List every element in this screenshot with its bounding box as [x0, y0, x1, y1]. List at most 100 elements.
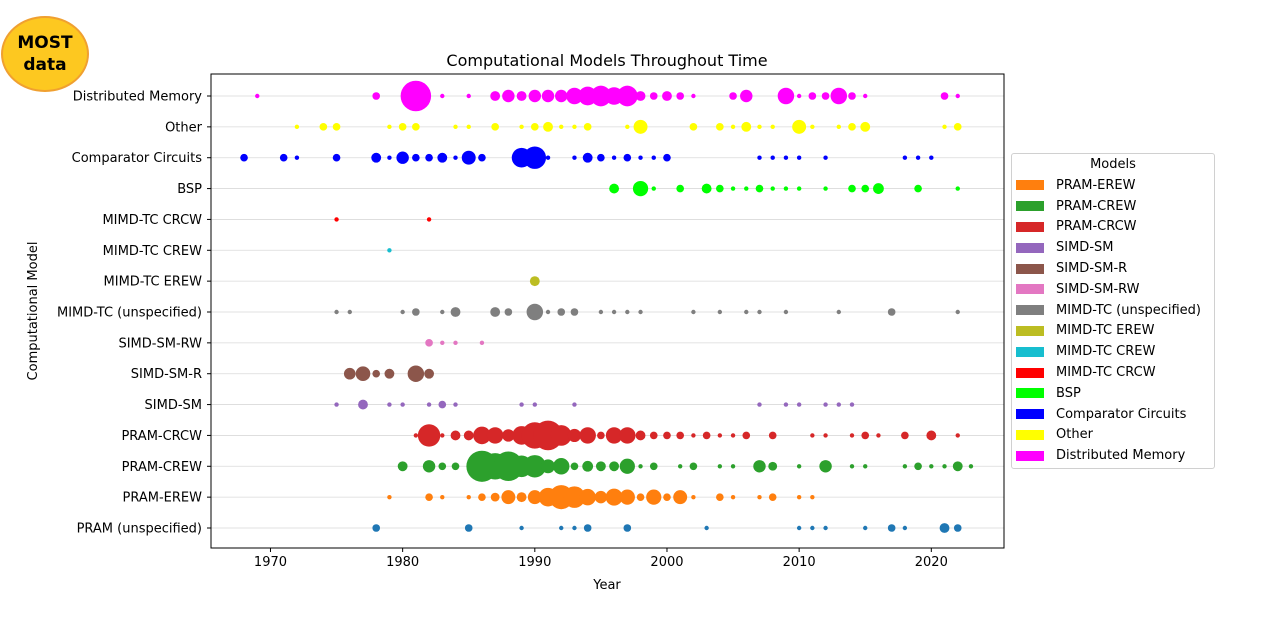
point-other-1974	[319, 123, 328, 131]
y-axis-ticks: PRAM (unspecified) PRAM-EREW PRAM-CREW PRAM…	[57, 90, 211, 537]
legend-label: PRAM-CREW	[1056, 198, 1137, 214]
point-comparator-circuits-1983	[437, 152, 448, 163]
legend-item-other: Other	[1012, 425, 1214, 446]
point-pram-erew-1985	[466, 494, 471, 500]
legend-item-comparator-circuits: Comparator Circuits	[1012, 404, 1214, 425]
point-mimd-tc-unspecified-2022	[955, 309, 960, 315]
point-bsp-2004	[716, 184, 724, 193]
point-other-2006	[741, 121, 752, 132]
point-mimd-tc-unspecified-1980	[400, 309, 405, 315]
point-simd-sm-1984	[453, 402, 458, 407]
legend-swatch	[1016, 367, 1044, 378]
point-pram-crcw-1987	[486, 427, 504, 444]
point-other-1975	[332, 123, 341, 131]
point-simd-sm-r-1979	[384, 368, 395, 379]
point-comparator-circuits-1980	[396, 151, 409, 164]
point-simd-sm-2012	[823, 402, 828, 407]
point-distributed-memory-2010	[796, 93, 802, 99]
y-tick-label-pram-crew: PRAM-CREW	[122, 460, 202, 475]
point-comparator-circuits-1995	[597, 153, 605, 162]
point-mimd-tc-erew-1990	[529, 276, 540, 287]
legend-label: Other	[1056, 427, 1093, 443]
point-pram-erew-2010	[796, 494, 802, 500]
y-tick-label-simd-sm: SIMD-SM	[145, 398, 202, 413]
plot-frame	[210, 73, 1005, 549]
point-simd-sm-1983	[438, 400, 447, 409]
point-distributed-memory-1989	[516, 91, 527, 101]
legend-label: MIMD-TC CRCW	[1056, 365, 1156, 381]
point-pram-unspecified-2021	[939, 523, 950, 533]
point-pram-erew-1996	[605, 488, 623, 506]
point-pram-unspecified-1993	[572, 525, 577, 531]
point-simd-sm-rw-1986	[479, 340, 485, 346]
point-pram-crcw-2005	[730, 433, 736, 438]
x-tick-label-2020: 2020	[915, 555, 948, 570]
point-comparator-circuits-1968	[240, 153, 248, 162]
point-pram-crew-2001	[677, 464, 683, 469]
point-distributed-memory-2015	[863, 93, 868, 99]
x-axis-label: Year	[592, 578, 621, 593]
point-bsp-2012	[823, 186, 828, 191]
point-pram-unspecified-2017	[887, 524, 896, 532]
y-tick-label-simd-sm-r: SIMD-SM-R	[131, 367, 202, 382]
point-pram-crew-1990	[523, 455, 547, 478]
point-simd-sm-1993	[572, 402, 577, 407]
point-pram-crew-1982	[422, 460, 436, 473]
point-bsp-2019	[914, 184, 922, 193]
point-comparator-circuits-2010	[796, 155, 802, 160]
point-simd-sm-1980	[400, 402, 405, 407]
point-comparator-circuits-2018	[902, 155, 908, 160]
point-pram-crew-2021	[942, 464, 947, 469]
point-comparator-circuits-1993	[572, 155, 577, 160]
legend-item-bsp: BSP	[1012, 383, 1214, 404]
point-pram-crew-2023	[968, 464, 974, 469]
legend-swatch	[1016, 325, 1044, 336]
point-other-2015	[860, 121, 871, 132]
most-data-logo-badge: MOST data	[1, 16, 89, 92]
y-tick-label-mimd-tc-crcw: MIMD-TC CRCW	[102, 213, 202, 228]
point-pram-crcw-1984	[450, 430, 461, 441]
point-bsp-2014	[848, 184, 856, 193]
point-other-1985	[466, 124, 471, 130]
legend-swatch	[1016, 201, 1044, 212]
point-simd-sm-2010	[796, 402, 802, 407]
point-pram-crcw-2008	[768, 431, 777, 440]
point-comparator-circuits-1994	[582, 152, 593, 163]
y-tick-label-other: Other	[165, 120, 203, 135]
point-pram-crew-1980	[397, 461, 408, 472]
point-pram-crew-2022	[952, 461, 963, 472]
point-pram-unspecified-2010	[796, 525, 802, 531]
point-distributed-memory-2013	[830, 87, 848, 105]
point-pram-unspecified-2022	[953, 524, 962, 532]
point-simd-sm-2013	[836, 402, 841, 407]
point-comparator-circuits-1979	[387, 155, 392, 160]
point-comparator-circuits-1982	[425, 153, 433, 162]
chart-title: Computational Models Throughout Time	[446, 51, 767, 70]
point-distributed-memory-1988	[502, 89, 515, 103]
point-other-1997	[625, 124, 630, 130]
point-simd-sm-rw-1982	[425, 339, 433, 347]
point-pram-crew-2007	[753, 460, 766, 473]
point-pram-crcw-2000	[663, 431, 671, 440]
point-pram-unspecified-1997	[623, 524, 632, 532]
point-pram-erew-1999	[646, 489, 662, 505]
point-mimd-tc-unspecified-1997	[625, 309, 630, 315]
point-mimd-tc-crew-1979	[387, 248, 392, 253]
point-mimd-tc-unspecified-2007	[757, 309, 762, 315]
y-tick-label-pram-unspecified: PRAM (unspecified)	[77, 522, 202, 537]
point-pram-crew-1991	[541, 459, 555, 474]
legend-item-mimd-tc-crew: MIMD-TC CREW	[1012, 341, 1214, 362]
point-bsp-2003	[701, 183, 712, 194]
point-comparator-circuits-1986	[478, 153, 486, 162]
point-mimd-tc-crcw-1975	[334, 217, 339, 222]
point-distributed-memory-2002	[691, 93, 696, 99]
legend-title: Models	[1090, 157, 1136, 172]
point-other-2005	[730, 124, 736, 130]
legend-label: PRAM-CRCW	[1056, 219, 1137, 235]
point-comparator-circuits-1997	[623, 153, 632, 162]
point-distributed-memory-1969	[255, 93, 260, 99]
point-pram-crcw-2020	[926, 430, 937, 441]
point-comparator-circuits-2012	[823, 155, 828, 160]
point-bsp-2015	[861, 184, 870, 193]
point-other-1998	[633, 119, 648, 134]
